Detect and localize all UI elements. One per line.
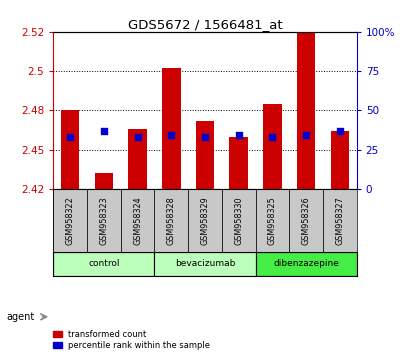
Point bbox=[302, 133, 309, 138]
Bar bbox=[154, 189, 188, 252]
Point bbox=[268, 134, 275, 140]
Point bbox=[67, 134, 73, 140]
Bar bbox=[255, 189, 289, 252]
Bar bbox=[61, 110, 79, 189]
Text: control: control bbox=[88, 259, 119, 268]
Bar bbox=[289, 189, 322, 252]
Point bbox=[168, 133, 174, 138]
Title: GDS5672 / 1566481_at: GDS5672 / 1566481_at bbox=[127, 18, 282, 31]
Bar bbox=[128, 129, 146, 189]
Bar bbox=[53, 252, 154, 276]
Text: GSM958326: GSM958326 bbox=[301, 196, 310, 245]
Text: GSM958324: GSM958324 bbox=[133, 196, 142, 245]
Text: GSM958325: GSM958325 bbox=[267, 196, 276, 245]
Text: bevacizumab: bevacizumab bbox=[174, 259, 235, 268]
Bar bbox=[154, 252, 255, 276]
Bar bbox=[296, 29, 315, 189]
Point bbox=[134, 134, 141, 140]
Bar bbox=[229, 137, 247, 189]
Point bbox=[235, 133, 241, 138]
Point bbox=[100, 128, 107, 133]
Text: GSM958322: GSM958322 bbox=[65, 196, 74, 245]
Text: GSM958323: GSM958323 bbox=[99, 196, 108, 245]
Bar bbox=[120, 189, 154, 252]
Bar bbox=[221, 189, 255, 252]
Bar bbox=[87, 189, 120, 252]
Text: GSM958328: GSM958328 bbox=[166, 196, 175, 245]
Text: agent: agent bbox=[6, 312, 34, 322]
Bar bbox=[195, 121, 214, 189]
Text: GSM958329: GSM958329 bbox=[200, 196, 209, 245]
Bar bbox=[162, 68, 180, 189]
Point bbox=[201, 134, 208, 140]
Bar bbox=[330, 131, 348, 189]
Bar bbox=[53, 189, 87, 252]
Text: GSM958327: GSM958327 bbox=[335, 196, 344, 245]
Text: dibenzazepine: dibenzazepine bbox=[272, 259, 338, 268]
Bar bbox=[188, 189, 221, 252]
Bar bbox=[94, 173, 113, 189]
Bar bbox=[263, 104, 281, 189]
Bar bbox=[255, 252, 356, 276]
Bar bbox=[322, 189, 356, 252]
Text: GSM958330: GSM958330 bbox=[234, 196, 243, 245]
Point bbox=[336, 128, 342, 133]
Legend: transformed count, percentile rank within the sample: transformed count, percentile rank withi… bbox=[53, 330, 210, 350]
